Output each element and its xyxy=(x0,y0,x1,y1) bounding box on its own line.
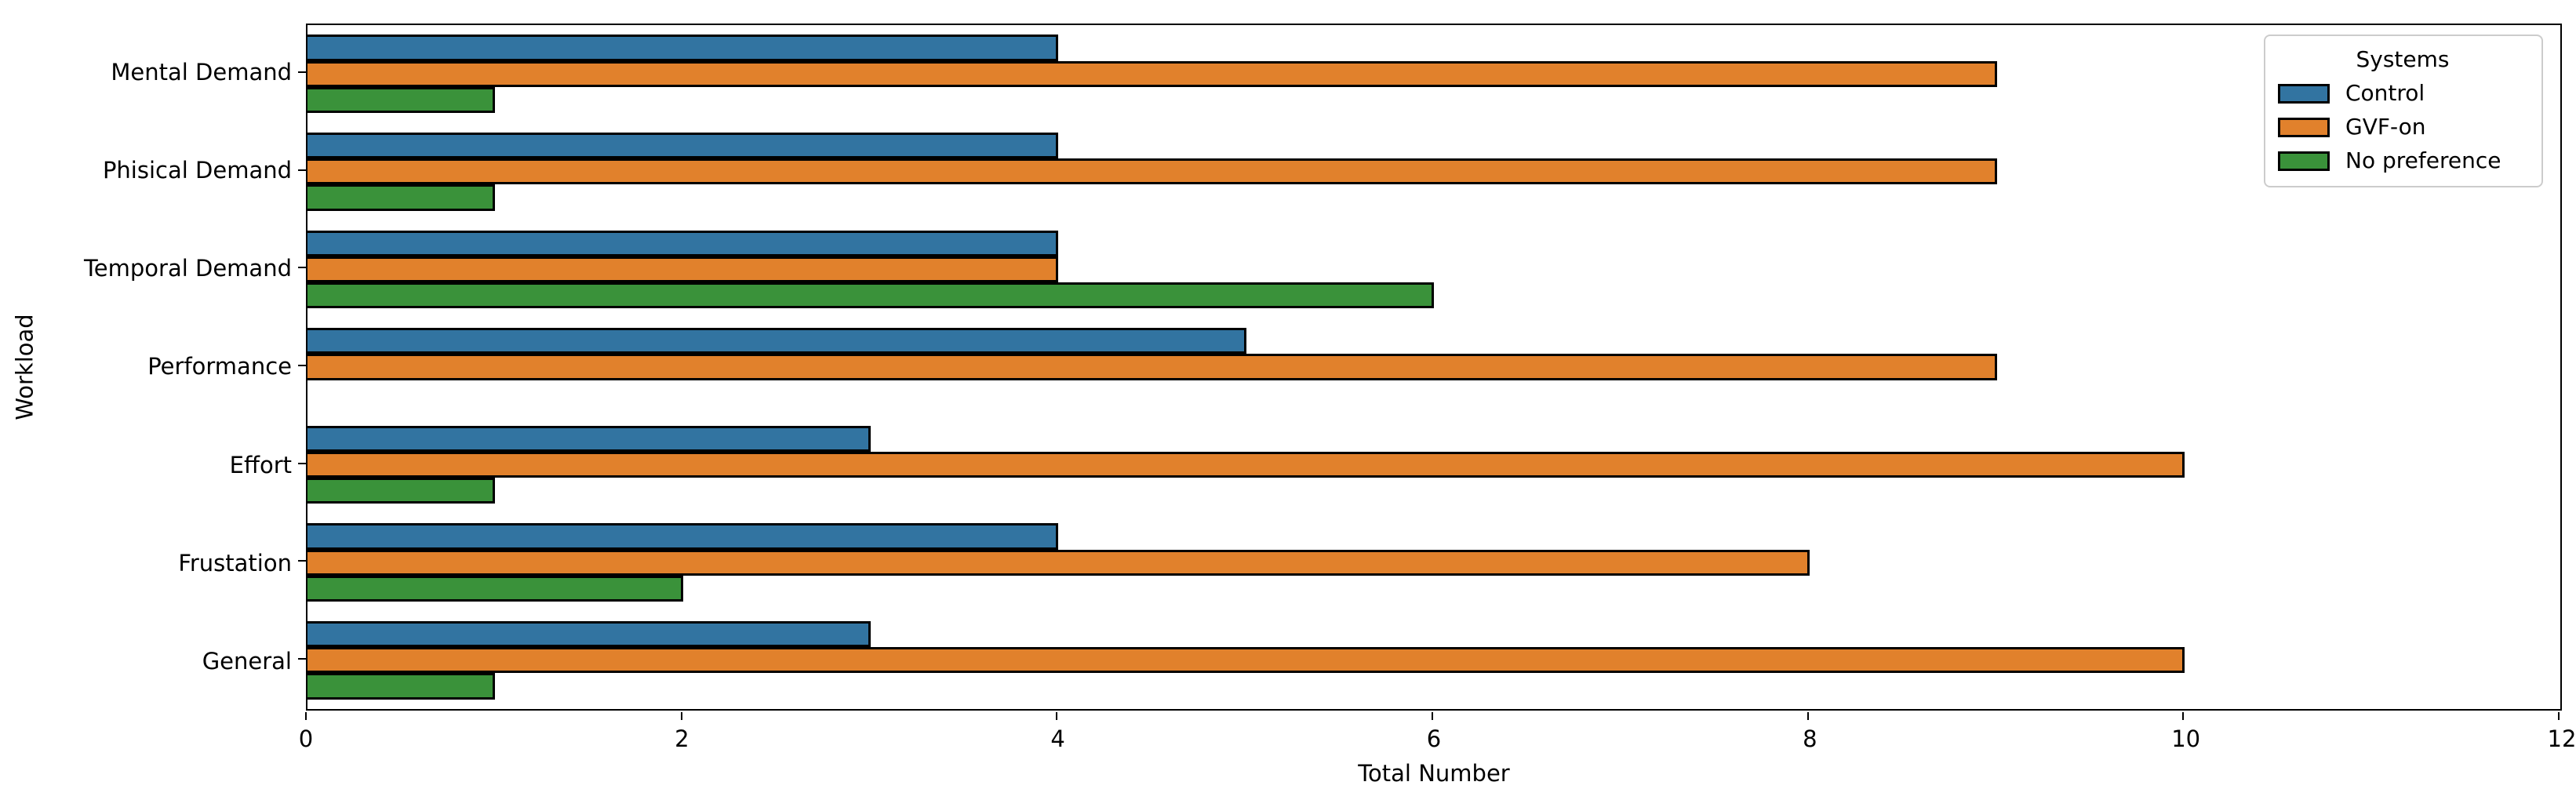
y-tick-label: Mental Demand xyxy=(111,59,292,86)
legend-swatch-no-preference xyxy=(2278,151,2330,171)
y-tick-label: Frustation xyxy=(178,549,292,576)
y-tick-label: Performance xyxy=(147,353,292,380)
x-tick-mark xyxy=(2182,712,2185,720)
legend-label: GVF-on xyxy=(2345,113,2426,140)
legend: Systems Control GVF-on No preference xyxy=(2264,35,2543,187)
bar-control-general xyxy=(307,620,871,648)
bar-no-preference-effort xyxy=(307,478,496,504)
legend-label: No preference xyxy=(2345,147,2501,173)
y-category-labels: Mental Demand Phisical Demand Temporal D… xyxy=(0,24,292,711)
y-tick-mark xyxy=(298,267,306,269)
y-tick-label: Temporal Demand xyxy=(84,255,292,282)
legend-title: Systems xyxy=(2356,46,2450,72)
legend-swatch-control xyxy=(2278,84,2330,104)
y-tick-mark xyxy=(298,365,306,366)
bar-gvf-on-effort xyxy=(307,451,2185,478)
bar-control-effort xyxy=(307,425,871,452)
x-tick-label: 10 xyxy=(2171,725,2201,752)
legend-entry: Control xyxy=(2278,80,2527,107)
y-tick-mark xyxy=(298,657,306,660)
bar-gvf-on-performance xyxy=(307,354,1997,380)
bar-no-preference-temporal-demand xyxy=(307,282,1434,309)
bar-no-preference-frustation xyxy=(307,575,683,602)
x-tick-label: 2 xyxy=(675,725,689,752)
x-tick-mark xyxy=(1432,712,1433,720)
x-tick-mark xyxy=(2558,712,2560,720)
legend-swatch-gvf-on xyxy=(2278,117,2330,137)
bar-no-preference-general xyxy=(307,673,496,700)
x-axis-title: Total Number xyxy=(1358,760,1510,787)
x-tick-mark xyxy=(1806,712,1809,720)
legend-entry: No preference xyxy=(2278,147,2527,173)
x-tick-label: 6 xyxy=(1426,725,1442,752)
bar-no-preference-mental-demand xyxy=(307,86,496,114)
bar-control-phisical-demand xyxy=(307,133,1059,159)
x-tick-label: 12 xyxy=(2547,725,2576,752)
bar-gvf-on-mental-demand xyxy=(307,60,1997,87)
x-tick-label: 0 xyxy=(298,725,314,752)
bar-control-mental-demand xyxy=(307,35,1059,61)
y-tick-label: General xyxy=(202,647,292,675)
bar-no-preference-phisical-demand xyxy=(307,184,496,211)
y-tick-label: Effort xyxy=(229,451,292,478)
x-tick-mark xyxy=(305,712,307,720)
bar-control-performance xyxy=(307,328,1246,355)
x-tick-mark xyxy=(1056,712,1058,720)
x-tick-labels: 0 2 4 6 8 10 12 xyxy=(299,725,2576,755)
legend-entry: GVF-on xyxy=(2278,115,2527,140)
x-tick-label: 8 xyxy=(1803,725,1817,752)
y-tick-mark xyxy=(298,560,306,562)
bar-control-frustation xyxy=(307,523,1059,550)
y-tick-mark xyxy=(298,462,306,464)
bar-gvf-on-general xyxy=(307,647,2185,674)
x-tick-mark xyxy=(680,712,682,720)
y-tick-mark xyxy=(298,71,306,74)
y-tick-label: Phisical Demand xyxy=(102,157,292,184)
plot-area xyxy=(306,24,2562,711)
legend-label: Control xyxy=(2345,80,2425,107)
bar-control-temporal-demand xyxy=(307,230,1059,256)
y-tick-mark xyxy=(298,169,306,171)
bar-gvf-on-phisical-demand xyxy=(307,158,1997,185)
bar-gvf-on-frustation xyxy=(307,549,1810,576)
x-tick-label: 4 xyxy=(1050,725,1065,752)
bar-gvf-on-temporal-demand xyxy=(307,256,1059,283)
